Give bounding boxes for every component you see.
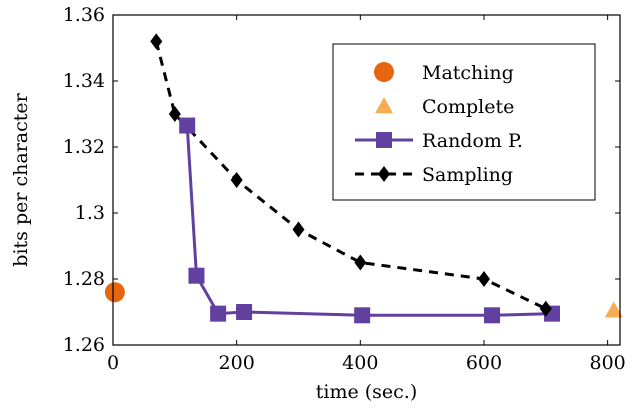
y-tick-label: 1.28 [63,268,105,290]
y-tick-label: 1.26 [63,334,105,356]
y-tick-labels: 1.26 1.28 1.3 1.32 1.34 1.36 [63,4,105,356]
plot-frame [112,14,621,346]
x-tick-label: 600 [466,352,502,374]
marker-sampling [230,172,243,188]
x-tick-label: 800 [590,352,626,374]
marker-sampling [477,271,490,287]
x-tick-label: 400 [342,352,378,374]
marker-random-p [188,267,205,284]
marker-sampling [168,106,181,122]
y-tick-label: 1.3 [75,202,105,224]
marker-random-p [376,132,392,148]
x-tick-labels: 0 200 400 600 800 [107,352,626,374]
axis-ticks [112,14,620,346]
legend-item: Complete [375,96,514,118]
marker-sampling [150,33,163,50]
legend-label: Matching [422,62,514,84]
marker-sampling [354,254,367,271]
marker-sampling [539,300,552,317]
marker-sampling [292,221,305,238]
marker-complete [375,97,393,114]
plot-markers [104,33,623,324]
y-tick-label: 1.32 [63,136,105,158]
x-tick-label: 200 [219,352,255,374]
marker-complete [604,301,623,318]
marker-random-p [354,307,371,324]
legend-items: Matching Complete Random P. Sampling [355,62,523,186]
legend: Matching Complete Random P. Sampling [332,43,596,201]
legend-item: Matching [374,62,514,84]
legend-label: Complete [422,96,514,118]
marker-matching [374,62,394,82]
marker-sampling [378,166,390,182]
legend-item: Sampling [355,164,513,186]
marker-random-p [236,304,253,320]
marker-random-p [484,307,501,324]
y-tick-label: 1.34 [63,70,105,92]
marker-random-p [179,117,196,134]
y-axis-label: bits per character [10,92,32,266]
marker-matching [104,282,125,303]
legend-item: Random P. [355,130,523,152]
x-tick-label: 0 [107,352,119,374]
legend-label: Sampling [422,164,513,186]
marker-random-p [210,305,227,322]
x-axis-label: time (sec.) [316,381,418,403]
y-tick-label: 1.36 [63,4,105,26]
legend-label: Random P. [422,130,523,152]
